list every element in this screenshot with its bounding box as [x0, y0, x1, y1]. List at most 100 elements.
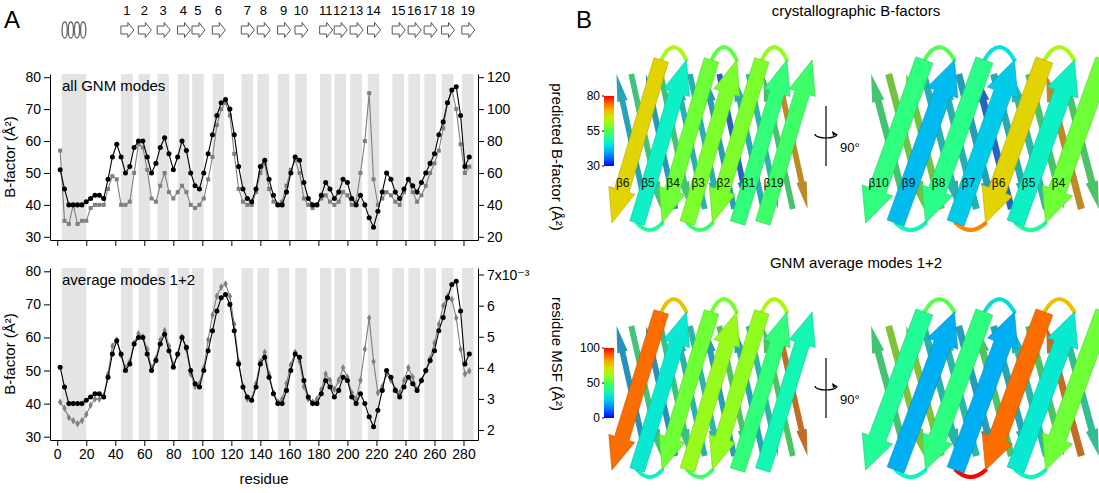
- x-tick: 100: [191, 440, 215, 462]
- y2-tick: 40: [478, 197, 503, 213]
- series-marker: [463, 171, 467, 175]
- series-marker: [371, 225, 376, 230]
- series-marker: [401, 186, 406, 191]
- strand-label: β7: [962, 176, 976, 190]
- series-marker: [415, 388, 420, 393]
- series-marker: [102, 203, 106, 207]
- y-tick-label: 60: [25, 329, 41, 345]
- x-tick-mark: [86, 240, 87, 246]
- series-marker: [63, 219, 67, 223]
- rotation-label: 90°: [840, 140, 860, 155]
- series-marker: [180, 333, 184, 340]
- series-marker: [462, 164, 467, 169]
- series-marker: [398, 203, 402, 207]
- x-tick: 80: [166, 440, 182, 462]
- y-axis-line: [50, 75, 51, 241]
- series-marker: [92, 391, 97, 396]
- series-marker: [66, 401, 71, 406]
- series-marker: [428, 358, 433, 363]
- series-marker: [88, 401, 92, 408]
- series-line: [60, 87, 469, 227]
- series-marker: [201, 368, 206, 373]
- series-marker: [188, 170, 193, 175]
- x-tick-label: 240: [394, 446, 418, 462]
- plot-area: [58, 74, 474, 240]
- series-marker: [354, 401, 359, 406]
- y-tick-mark: [44, 337, 50, 338]
- series-marker: [275, 401, 280, 406]
- series-marker: [71, 203, 75, 207]
- series-marker: [388, 375, 393, 380]
- series-marker: [354, 202, 359, 207]
- y2-tick: 60: [478, 165, 503, 181]
- series-marker: [167, 190, 171, 194]
- strand-label: β4: [1052, 176, 1066, 190]
- series-marker: [62, 405, 66, 412]
- series-marker: [123, 368, 128, 373]
- y2-tick-label: 7x10⁻³: [487, 267, 530, 283]
- series-marker: [58, 149, 62, 153]
- series-marker: [262, 355, 267, 360]
- series-marker: [328, 200, 332, 204]
- y-tick: 70: [25, 296, 50, 312]
- series-marker: [166, 348, 171, 353]
- strand-number: 8: [260, 3, 267, 18]
- strand-band: [350, 268, 362, 440]
- series-marker: [432, 161, 436, 165]
- colorbar-tick-label: 80: [587, 89, 601, 103]
- y-tick-label: 70: [25, 101, 41, 117]
- strand-band: [408, 268, 420, 440]
- strand-band: [350, 74, 362, 240]
- series-marker: [419, 193, 423, 197]
- helix-band: [62, 268, 87, 440]
- series-marker: [358, 377, 362, 384]
- series-marker: [171, 365, 176, 370]
- series-marker: [423, 368, 428, 373]
- series-marker: [363, 345, 367, 352]
- series-marker: [97, 193, 102, 198]
- loop: [924, 47, 954, 60]
- x-tick-label: 20: [79, 446, 95, 462]
- strand-label: β10: [868, 176, 889, 190]
- x-tick: [434, 240, 435, 246]
- strand-arrow: [138, 23, 151, 38]
- series-marker: [245, 203, 249, 207]
- series-marker: [467, 165, 471, 169]
- strand-number: 4: [180, 3, 187, 18]
- series-marker: [367, 314, 371, 321]
- helix-coil: [68, 22, 73, 38]
- series-marker: [271, 200, 275, 204]
- strand-label: β4: [666, 176, 680, 190]
- chart-title: all GNM modes: [62, 77, 165, 94]
- strand-label: β8: [932, 176, 946, 190]
- series-marker: [397, 394, 402, 399]
- y-tick: 40: [25, 396, 50, 412]
- series-marker: [75, 401, 80, 406]
- strand-number: 13: [349, 3, 363, 18]
- y-tick-label: 40: [25, 396, 41, 412]
- series-marker: [345, 180, 350, 185]
- series-marker: [158, 145, 163, 150]
- series-marker: [128, 200, 132, 204]
- y-tick: 40: [25, 197, 50, 213]
- series-marker: [297, 158, 302, 163]
- series-marker: [153, 358, 158, 363]
- series-marker: [145, 168, 149, 172]
- series-marker: [393, 200, 397, 204]
- rotation-symbol: 90°: [815, 358, 860, 418]
- series-marker: [188, 368, 193, 373]
- y2-tick-mark: [478, 109, 484, 110]
- y-tick: 80: [25, 263, 50, 279]
- series-marker: [393, 388, 398, 393]
- series-marker: [189, 203, 193, 207]
- view-title: crystallographic B-factors: [772, 2, 940, 19]
- series-marker: [458, 345, 462, 352]
- series-marker: [245, 196, 250, 201]
- y2-tick-mark: [478, 337, 484, 338]
- x-axis: 020406080100120140160180200220240260280: [51, 440, 479, 462]
- series-marker: [280, 401, 285, 406]
- rotation-label: 90°: [840, 392, 860, 407]
- series-marker: [341, 190, 345, 194]
- series-marker: [206, 348, 211, 353]
- strand-arrow: [334, 23, 347, 38]
